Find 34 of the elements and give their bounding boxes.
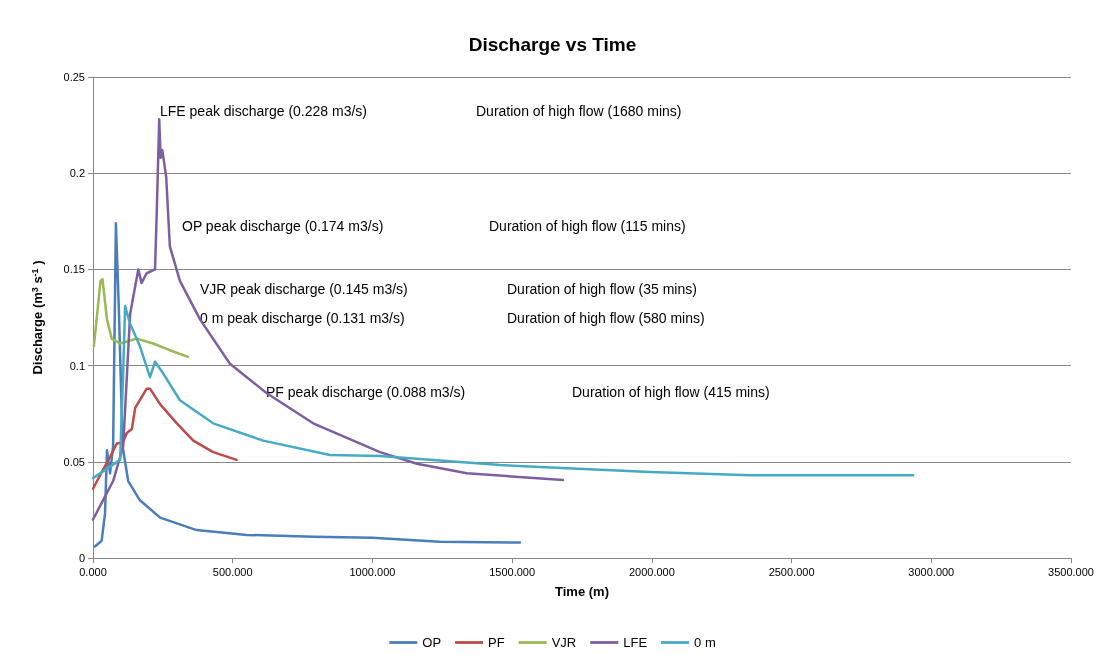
- x-tick-label: 1500.000: [489, 565, 536, 578]
- x-tick-label: 2500.000: [768, 565, 815, 578]
- y-tick-label: 0: [78, 552, 85, 564]
- y-tick-label: 0.25: [63, 71, 85, 83]
- legend-label: 0 m: [694, 635, 716, 650]
- line-series: [91, 387, 238, 490]
- annotation: Duration of high flow (415 mins): [572, 384, 770, 400]
- line-series: [92, 277, 190, 359]
- x-tick-label: 0.000: [79, 565, 107, 578]
- x-tick-label: 3500.000: [1048, 565, 1094, 578]
- x-tick-label: 1000.000: [349, 565, 396, 578]
- x-axis-title: Time (m): [555, 584, 609, 599]
- annotation: Duration of high flow (580 mins): [507, 310, 705, 326]
- chart-title: Discharge vs Time: [468, 34, 637, 55]
- annotation: PF peak discharge (0.088 m3/s): [266, 384, 466, 400]
- legend-label: PF: [488, 635, 505, 650]
- legend-label: OP: [422, 635, 442, 650]
- y-tick-label: 0.05: [63, 455, 85, 468]
- annotation: LFE peak discharge (0.228 m3/s): [160, 103, 367, 119]
- annotation: VJR peak discharge (0.145 m3/s): [200, 281, 408, 297]
- y-tick-label: 0.15: [63, 263, 85, 276]
- annotation: OP peak discharge (0.174 m3/s): [182, 218, 384, 234]
- legend-label: LFE: [623, 635, 648, 650]
- annotation: Duration of high flow (1680 mins): [476, 103, 682, 119]
- legend-label: VJR: [551, 635, 577, 650]
- y-axis-title: Discharge (m3 s-1 ): [29, 260, 45, 375]
- annotation: Duration of high flow (35 mins): [507, 281, 697, 297]
- line-series: [91, 304, 915, 480]
- annotation: Duration of high flow (115 mins): [489, 218, 686, 234]
- y-tick-label: 0.2: [69, 167, 85, 180]
- x-tick-label: 2000.000: [628, 565, 675, 578]
- x-tick-label: 3000.000: [908, 565, 955, 578]
- x-tick-label: 500.000: [212, 565, 253, 578]
- y-tick-label: 0.1: [69, 359, 85, 372]
